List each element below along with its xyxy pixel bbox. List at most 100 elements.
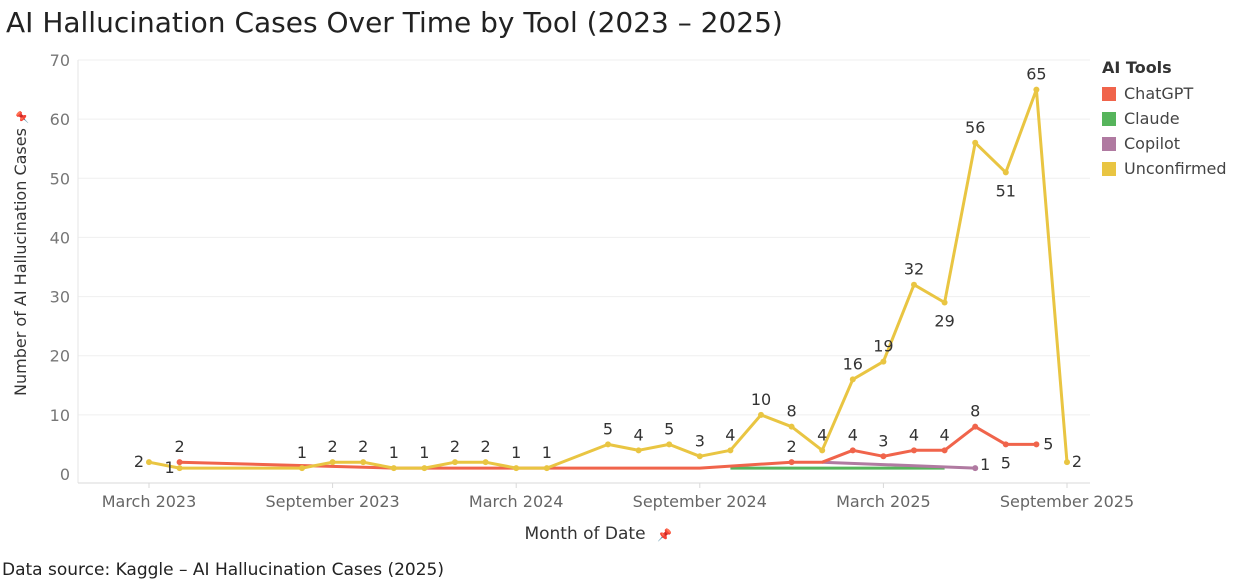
data-label-unconfirmed: 1 <box>542 443 552 462</box>
data-point-unconfirmed <box>605 441 611 448</box>
data-label-unconfirmed: 5 <box>603 419 613 438</box>
data-point-chatgpt <box>941 447 948 454</box>
data-point-unconfirmed <box>758 411 764 418</box>
legend-title: AI Tools <box>1102 58 1172 77</box>
x-tick-label: September 2025 <box>1000 492 1134 511</box>
data-label-unconfirmed: 4 <box>725 425 735 444</box>
data-label-unconfirmed: 1 <box>511 443 521 462</box>
x-tick-label: September 2024 <box>633 492 767 511</box>
data-point-copilot <box>972 465 979 472</box>
data-label-unconfirmed: 56 <box>965 118 985 137</box>
data-label-unconfirmed: 5 <box>664 419 674 438</box>
data-source-note: Data source: Kaggle – AI Hallucination C… <box>2 560 445 580</box>
data-point-chatgpt <box>911 447 917 454</box>
data-point-chatgpt <box>972 423 979 430</box>
data-point-unconfirmed <box>819 447 826 454</box>
data-label-unconfirmed: 4 <box>817 425 827 444</box>
data-point-unconfirmed <box>513 465 520 472</box>
data-label-chatgpt: 3 <box>878 431 888 450</box>
legend-label-copilot: Copilot <box>1124 134 1181 153</box>
data-label-chatgpt: 4 <box>909 425 919 444</box>
data-point-unconfirmed <box>849 376 856 383</box>
data-point-unconfirmed <box>421 465 428 472</box>
data-point-chatgpt <box>788 459 795 466</box>
chart-title: AI Hallucination Cases Over Time by Tool… <box>6 6 783 39</box>
legend-item-claude[interactable]: Claude <box>1102 106 1227 131</box>
data-label-chatgpt: 2 <box>787 437 797 456</box>
x-tick-label: March 2024 <box>469 492 564 511</box>
data-point-unconfirmed <box>727 447 734 454</box>
y-tick-label: 70 <box>50 51 70 70</box>
legend-swatch-unconfirmed <box>1102 161 1116 176</box>
legend-item-unconfirmed[interactable]: Unconfirmed <box>1102 156 1227 181</box>
legend-label-chatgpt: ChatGPT <box>1124 84 1194 103</box>
data-label-unconfirmed: 51 <box>996 181 1016 200</box>
data-point-unconfirmed <box>1033 86 1040 93</box>
legend-swatch-copilot <box>1102 136 1116 151</box>
data-point-unconfirmed <box>880 358 887 365</box>
data-point-chatgpt <box>880 453 887 460</box>
data-point-unconfirmed <box>176 465 183 472</box>
data-point-unconfirmed <box>666 441 673 448</box>
data-point-unconfirmed <box>390 465 397 472</box>
data-point-unconfirmed <box>972 139 979 146</box>
data-point-unconfirmed <box>329 459 336 466</box>
series-lines <box>148 88 1069 470</box>
series-line-unconfirmed <box>148 88 1069 470</box>
data-label-unconfirmed: 65 <box>1026 65 1046 84</box>
legend: AI Tools ChatGPT Claude Copilot Unconfir… <box>1102 58 1227 181</box>
data-label-unconfirmed: 8 <box>787 402 797 421</box>
data-point-chatgpt <box>1033 441 1040 448</box>
data-label-chatgpt: 5 <box>1001 453 1011 472</box>
series-line-copilot <box>822 460 976 470</box>
data-point-unconfirmed <box>1064 459 1070 466</box>
data-label-unconfirmed: 16 <box>843 354 863 373</box>
series-points <box>146 86 1070 472</box>
data-label-unconfirmed: 19 <box>873 337 893 356</box>
data-label-chatgpt: 2 <box>175 437 185 456</box>
data-point-unconfirmed <box>299 465 305 472</box>
data-label-unconfirmed: 4 <box>634 425 644 444</box>
data-label-chatgpt: 4 <box>940 425 950 444</box>
data-point-unconfirmed <box>941 299 948 306</box>
data-point-chatgpt <box>1002 441 1009 448</box>
data-label-chatgpt: 5 <box>1043 434 1053 453</box>
y-axis-pin-icon: 📌 <box>15 110 29 124</box>
data-point-unconfirmed <box>635 447 642 454</box>
data-label-unconfirmed: 2 <box>481 437 491 456</box>
data-label-copilot: 1 <box>980 455 990 474</box>
y-axis-label: Number of AI Hallucination Cases <box>11 128 30 396</box>
legend-item-copilot[interactable]: Copilot <box>1102 131 1227 156</box>
data-label-unconfirmed: 2 <box>134 452 144 471</box>
data-label-unconfirmed: 1 <box>389 443 399 462</box>
data-label-unconfirmed: 2 <box>1072 452 1082 471</box>
data-label-chatgpt: 4 <box>848 425 858 444</box>
y-tick-label: 0 <box>60 465 70 484</box>
data-label-unconfirmed: 1 <box>297 443 307 462</box>
data-point-unconfirmed <box>1002 169 1009 176</box>
data-label-unconfirmed: 2 <box>358 437 368 456</box>
data-point-unconfirmed <box>452 459 458 466</box>
y-tick-label: 30 <box>50 288 70 307</box>
data-point-unconfirmed <box>911 281 917 288</box>
y-tick-label: 40 <box>50 228 70 247</box>
legend-swatch-chatgpt <box>1102 86 1116 101</box>
data-point-chatgpt <box>849 447 856 454</box>
data-label-unconfirmed: 2 <box>450 437 460 456</box>
data-label-unconfirmed: 1 <box>419 443 429 462</box>
x-tick-label: March 2025 <box>836 492 931 511</box>
legend-item-chatgpt[interactable]: ChatGPT <box>1102 81 1227 106</box>
x-axis-label: Month of Date <box>524 524 645 544</box>
data-label-unconfirmed: 1 <box>165 458 175 477</box>
y-tick-label: 20 <box>50 347 70 366</box>
data-label-chatgpt: 8 <box>970 402 980 421</box>
legend-swatch-claude <box>1102 111 1116 126</box>
x-tick-label: September 2023 <box>265 492 399 511</box>
data-point-unconfirmed <box>482 459 489 466</box>
data-point-unconfirmed <box>360 459 367 466</box>
data-label-unconfirmed: 3 <box>695 431 705 450</box>
x-axis-pin-icon: 📌 <box>657 527 672 542</box>
data-point-unconfirmed <box>788 423 795 430</box>
